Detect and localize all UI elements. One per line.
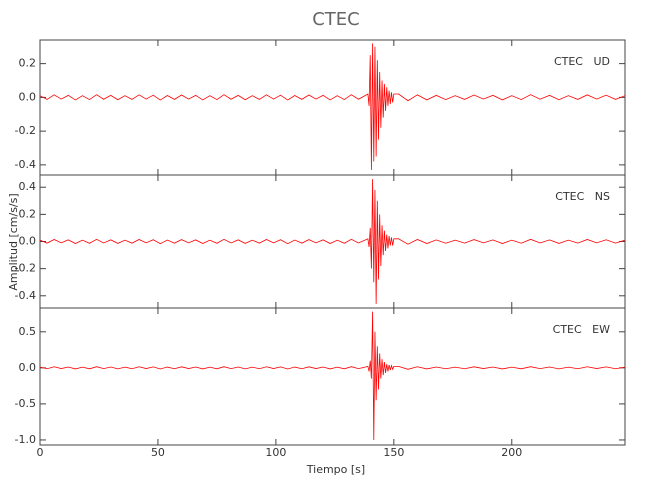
y-tick-label: 0.0 xyxy=(19,90,37,103)
panel-frame xyxy=(39,39,626,176)
waveform xyxy=(39,179,626,304)
y-tick-label: 0.5 xyxy=(19,325,37,338)
x-tick-label: 150 xyxy=(383,446,404,459)
y-tick-label: 0.2 xyxy=(19,57,37,70)
x-axis-label: Tiempo [s] xyxy=(306,463,365,476)
x-tick-label: 100 xyxy=(265,446,286,459)
y-tick-label: -0.2 xyxy=(15,262,36,275)
y-tick-label: 0.0 xyxy=(19,235,37,248)
panel-label: CTEC NS xyxy=(555,190,610,203)
x-tick-label: 0 xyxy=(37,446,44,459)
y-tick-label: -0.2 xyxy=(15,124,36,137)
panel-label: CTEC EW xyxy=(553,323,610,336)
waveform xyxy=(39,311,626,440)
y-tick-label: -0.5 xyxy=(15,397,36,410)
panel-label: CTEC UD xyxy=(554,55,610,68)
x-tick-label: 200 xyxy=(501,446,522,459)
y-tick-label: -0.4 xyxy=(15,158,36,171)
y-tick-label: 0.2 xyxy=(19,207,37,220)
panel-frame xyxy=(39,307,626,446)
y-tick-label: 0.0 xyxy=(19,361,37,374)
y-axis-label: Amplitud [cm/s/s] xyxy=(7,193,20,290)
x-tick-label: 50 xyxy=(151,446,165,459)
y-tick-label: -0.4 xyxy=(15,289,36,302)
y-tick-label: 0.4 xyxy=(19,180,37,193)
chart-title: CTEC xyxy=(312,9,360,30)
waveform xyxy=(39,43,626,170)
y-tick-label: -1.0 xyxy=(15,433,36,446)
